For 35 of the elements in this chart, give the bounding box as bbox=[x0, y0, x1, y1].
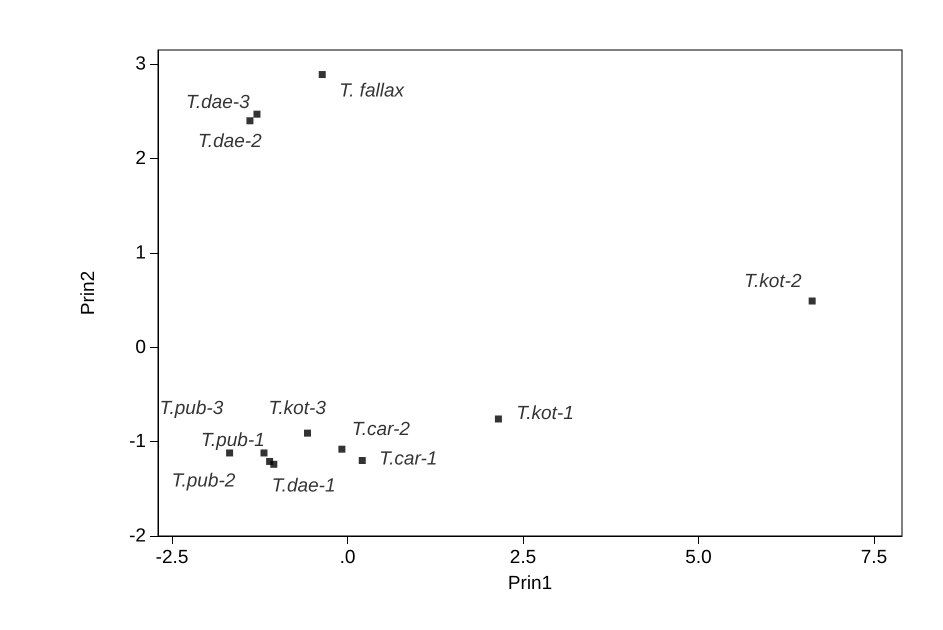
y-tick-label: -2 bbox=[129, 526, 146, 546]
x-axis-title: Prin1 bbox=[508, 573, 552, 594]
annotation: T. fallax bbox=[339, 80, 406, 102]
x-tick-label: 5.0 bbox=[685, 547, 712, 568]
annotation: T.kot-3 bbox=[268, 398, 326, 420]
point bbox=[494, 415, 502, 422]
y-tick-label: 2 bbox=[135, 148, 146, 170]
y-tick-label: 0 bbox=[135, 336, 146, 358]
point bbox=[338, 446, 346, 453]
y-tick-label: -1 bbox=[129, 431, 146, 452]
x-tick-label: .0 bbox=[340, 547, 356, 568]
point bbox=[260, 449, 268, 456]
point bbox=[808, 298, 816, 305]
annotation: T.dae-1 bbox=[272, 475, 336, 496]
x-tick-label: 7.5 bbox=[860, 547, 888, 568]
y-tick-label: 1 bbox=[135, 242, 146, 264]
point bbox=[270, 460, 278, 468]
annotation: T.kot-1 bbox=[516, 402, 574, 424]
annotation: T.kot-2 bbox=[744, 271, 802, 292]
point bbox=[358, 457, 366, 464]
annotation: T.car-2 bbox=[352, 419, 410, 440]
annotation: T.car-1 bbox=[379, 448, 438, 470]
annotation: T.pub-3 bbox=[160, 398, 224, 419]
point bbox=[253, 110, 260, 118]
annotation: T.dae-2 bbox=[198, 130, 262, 152]
annotation: T.pub-1 bbox=[200, 430, 265, 451]
point bbox=[246, 117, 254, 124]
x-tick-label: 2.5 bbox=[510, 547, 536, 568]
point bbox=[304, 430, 311, 437]
y-axis-title: Prin2 bbox=[78, 270, 99, 316]
annotation: T.dae-3 bbox=[186, 92, 250, 114]
point bbox=[318, 71, 326, 78]
y-tick-label: 3 bbox=[135, 54, 146, 75]
x-tick-label: -2.5 bbox=[156, 547, 188, 568]
annotation: T.pub-2 bbox=[172, 470, 236, 492]
